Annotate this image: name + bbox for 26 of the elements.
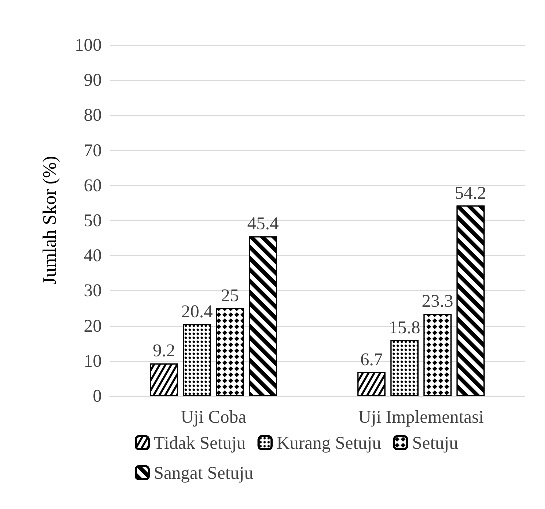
- y-tick-label: 40: [84, 246, 102, 266]
- y-tick-label: 20: [84, 316, 102, 336]
- y-tick-label: 80: [84, 105, 102, 126]
- legend-label: Tidak Setuju: [154, 433, 246, 453]
- y-tick-label: 50: [84, 210, 102, 230]
- x-tick-label: Uji Coba: [181, 407, 247, 427]
- legend-label: Setuju: [412, 433, 458, 453]
- y-tick-label: 100: [75, 35, 102, 55]
- y-axis-title: Jumlah Skor (%): [40, 156, 61, 285]
- data-label: 25: [221, 285, 240, 306]
- y-tick-label: 60: [84, 175, 102, 196]
- data-label: 45.4: [248, 214, 280, 234]
- y-tick-label: 30: [84, 280, 102, 301]
- data-label: 54.2: [455, 182, 487, 203]
- legend-label: Sangat Setuju: [154, 463, 254, 483]
- data-label: 15.8: [388, 318, 420, 338]
- x-tick-label: Uji Implementasi: [358, 407, 484, 427]
- data-label: 20.4: [181, 301, 213, 322]
- y-tick-label: 90: [84, 70, 102, 90]
- data-label: 9.2: [152, 340, 176, 361]
- data-label: 23.3: [422, 291, 454, 312]
- y-tick-label: 10: [84, 350, 102, 371]
- y-tick-label: 0: [93, 386, 102, 406]
- y-tick-label: 70: [84, 140, 102, 160]
- data-label: 6.7: [360, 349, 383, 370]
- legend-label: Kurang Setuju: [276, 433, 382, 453]
